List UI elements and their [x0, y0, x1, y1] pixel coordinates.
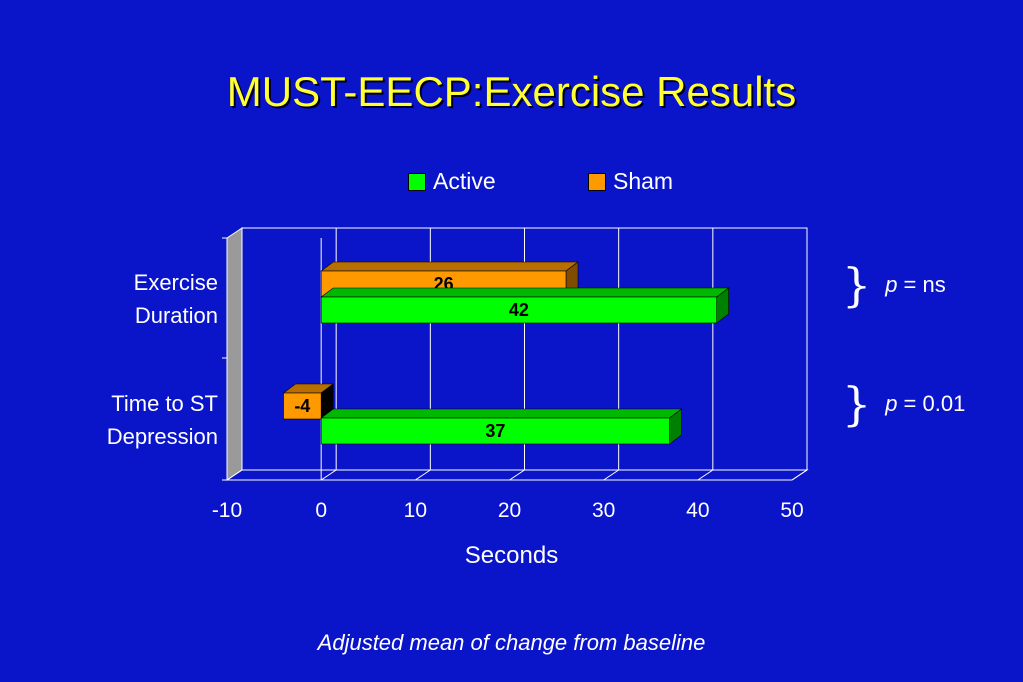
footnote: Adjusted mean of change from baseline	[317, 630, 706, 655]
chart-legend: Active Sham	[0, 168, 1023, 196]
legend-item-active: Active	[408, 168, 496, 195]
category-label-line: Time to ST	[111, 391, 218, 416]
p-symbol: p	[885, 272, 898, 297]
x-tick-label: -10	[212, 499, 242, 522]
category-label-line: Duration	[134, 303, 218, 328]
p-value-st-depression: } p = 0.01	[842, 381, 965, 427]
bar-top-face	[320, 287, 730, 298]
gridline-floor	[509, 469, 525, 481]
category-label-line: Depression	[106, 424, 218, 449]
gridline-floor	[320, 469, 337, 481]
gridline-floor	[603, 469, 619, 481]
legend-label-sham: Sham	[613, 168, 674, 194]
legend-swatch-active	[408, 172, 426, 191]
data-label: 42	[509, 300, 529, 320]
bar-top-face	[320, 408, 683, 419]
legend-item-sham: Sham	[588, 168, 673, 195]
bar-top-face	[320, 261, 579, 272]
p-value-exercise-duration: } p = ns	[842, 262, 946, 308]
data-label: 37	[485, 421, 505, 441]
legend-label-active: Active	[433, 168, 496, 194]
data-label: -4	[294, 396, 310, 416]
x-tick-label: 50	[780, 499, 803, 522]
slide-title: MUST-EECP:Exercise Results	[226, 68, 797, 115]
x-axis-title: Seconds	[464, 542, 559, 569]
p-symbol: p	[885, 391, 898, 416]
brace-icon: }	[842, 258, 872, 312]
x-tick-label: 20	[498, 499, 521, 522]
plot-side-wall	[226, 227, 243, 481]
legend-swatch-sham	[588, 172, 606, 191]
gridline-floor	[791, 469, 808, 481]
bar-active	[320, 417, 670, 445]
bar-active	[320, 296, 717, 324]
category-label-line: Exercise	[133, 270, 218, 295]
x-tick-label: 30	[592, 499, 615, 522]
category-label-st-depression: Time to ST Depression	[18, 387, 218, 453]
p-value-text: = ns	[903, 272, 946, 297]
x-tick-label: 40	[686, 499, 709, 522]
brace-icon: }	[842, 377, 872, 431]
gridline-floor	[697, 469, 714, 481]
p-value-text: = 0.01	[903, 391, 966, 416]
x-tick-label: 0	[315, 499, 327, 522]
category-label-exercise-duration: Exercise Duration	[18, 266, 218, 332]
bar-sham	[283, 392, 322, 420]
x-tick-label: 10	[404, 499, 427, 522]
gridline-floor	[415, 469, 431, 481]
